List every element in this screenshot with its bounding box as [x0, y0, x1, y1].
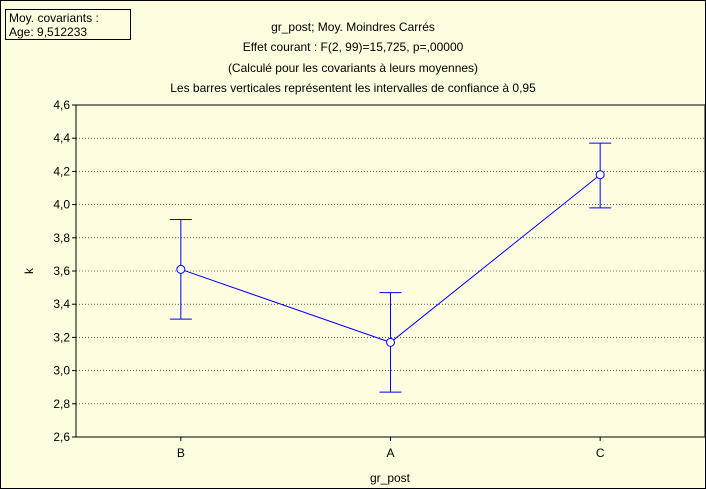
y-tick-label: 3,0: [53, 364, 70, 378]
data-point: [386, 337, 395, 347]
covariates-label: Moy. covariants :: [9, 11, 99, 25]
chart-title: gr_post; Moy. Moindres Carrés: [271, 20, 435, 34]
x-axis-label: gr_post: [370, 471, 411, 485]
y-tick-label: 3,8: [53, 231, 70, 245]
series-layer: [169, 142, 612, 393]
chart-subtitle-2: (Calculé pour les covariants à leurs moy…: [227, 61, 479, 75]
covariates-age-value: Age: 9,512233: [9, 25, 88, 39]
chart-subtitle-1: Effet courant : F(2, 99)=15,725, p=,0000…: [242, 40, 464, 54]
y-tick-label: 4,0: [53, 198, 70, 212]
x-tick-label: B: [177, 446, 185, 460]
y-tick-label: 3,4: [53, 297, 70, 311]
chart-subtitle-3: Les barres verticales représentent les i…: [170, 81, 536, 95]
y-tick-label: 4,4: [53, 131, 70, 145]
y-axis: 2,6 2,8 3,0 3,2 3,4 3,6 3,8 4,0 4,2 4,4 4,6: [53, 98, 76, 444]
y-tick-label: 2,6: [53, 430, 70, 444]
x-tick-label: C: [596, 446, 605, 460]
data-point: [595, 170, 605, 180]
y-tick-label: 3,2: [53, 330, 70, 344]
y-tick-label: 4,2: [53, 164, 70, 178]
y-tick-label: 4,6: [53, 98, 70, 112]
y-axis-label: k: [22, 267, 36, 274]
x-tick-label: A: [386, 446, 394, 460]
y-tick-label: 3,6: [53, 264, 70, 278]
covariates-box: Moy. covariants : Age: 9,512233: [5, 9, 131, 40]
y-tick-label: 2,8: [53, 397, 70, 411]
data-point: [176, 264, 186, 274]
